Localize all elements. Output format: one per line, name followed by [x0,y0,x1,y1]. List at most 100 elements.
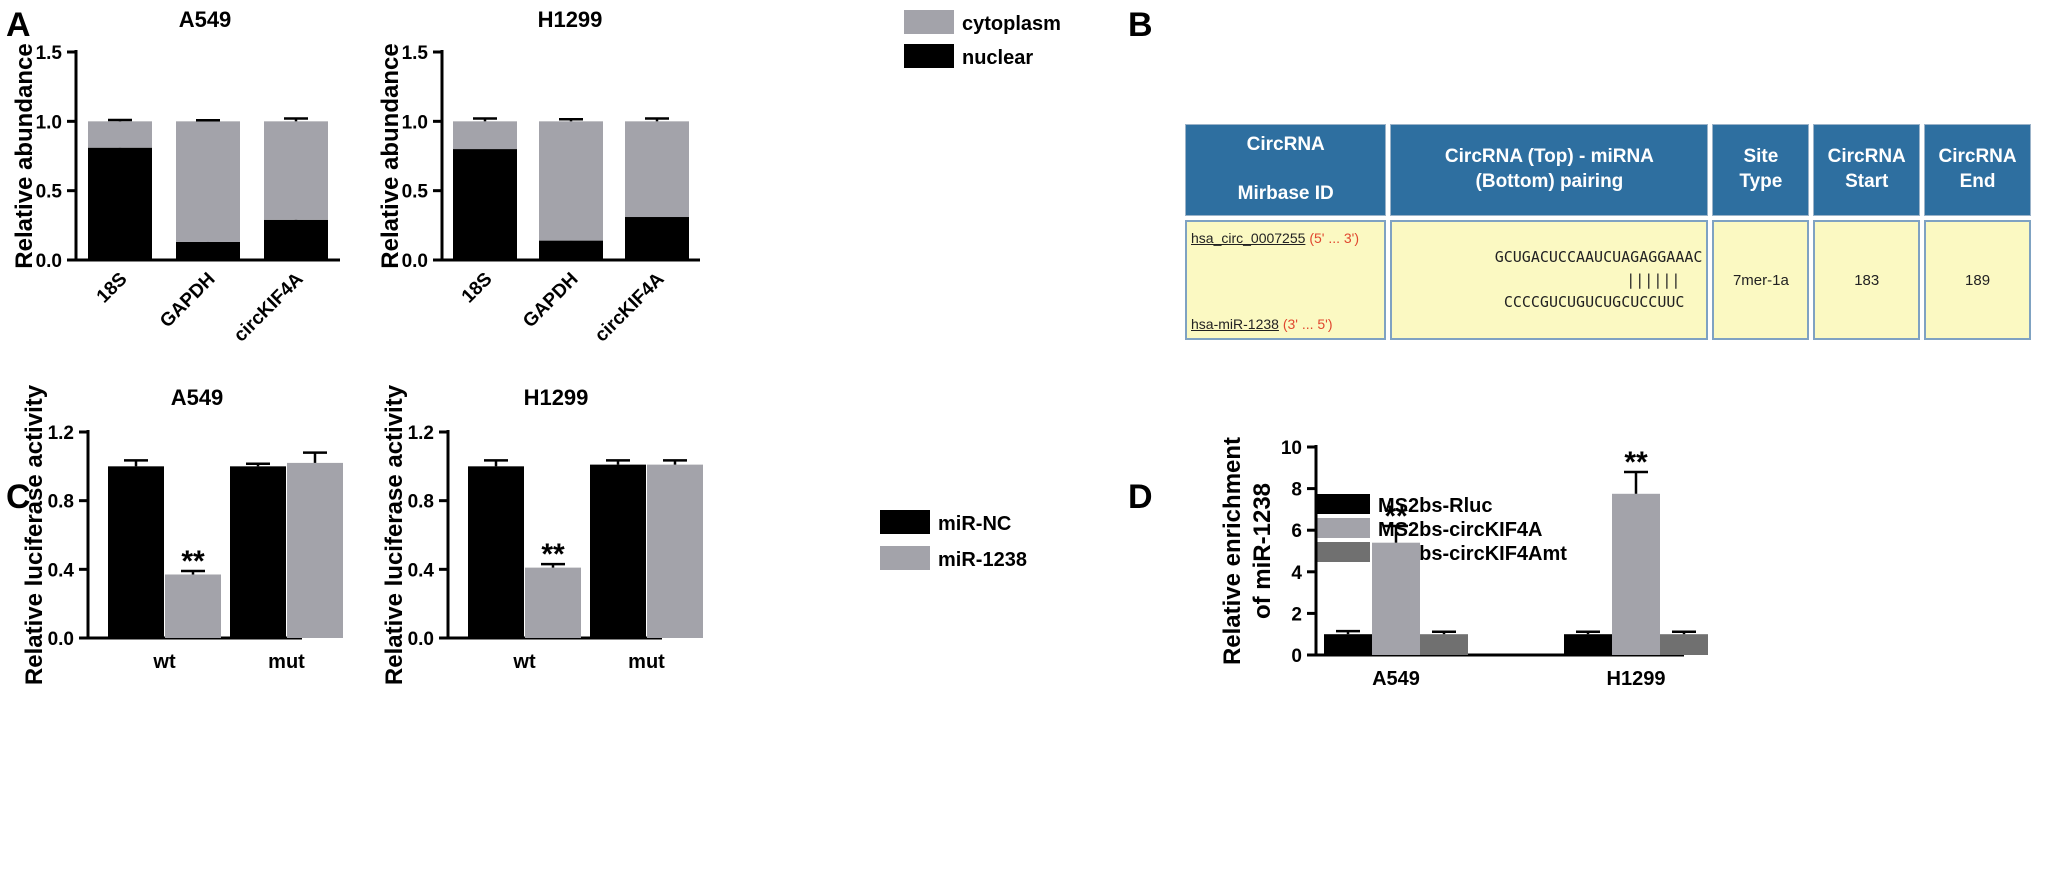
x-tick-label: GAPDH [519,269,582,332]
legend-label-ms2bs-circkif4a: MS2bs-circKIF4A [1378,519,1543,541]
pairing-marks: |||||| [1626,270,1681,289]
x-tick-label: circKIF4A [591,268,669,346]
chart-title: A549 [179,7,232,32]
bar [1660,634,1708,655]
bar-segment [453,149,517,260]
y-tick-label: 6 [1291,521,1302,542]
bar-segment [88,121,152,148]
panel-label-c: C [6,478,31,516]
y-tick-label: 0 [1291,646,1302,667]
x-tick-label: GAPDH [156,269,219,332]
chart-d-main: 0 2 4 6 8 10 Relative enrichment of miR-1238 ** A… [1219,437,1708,690]
legend-swatch-mir-nc [880,510,930,534]
y-tick-label: 10 [1281,438,1302,459]
bar-18s-cytoplasm [88,118,152,148]
bar [647,464,703,638]
bar [468,466,524,638]
bar-gapdh-nuclear [539,236,603,260]
significance-marker: ** [541,538,565,571]
bar [230,466,286,638]
legend-label-mir-1238: miR-1238 [938,549,1027,571]
bar-segment [625,121,689,218]
significance-marker: ** [1384,500,1408,533]
bar [1324,634,1372,655]
y-tick-label: 0.8 [48,492,74,513]
y-tick-label: 0.4 [48,560,75,581]
bar-wt-mir-1238: ** [525,538,581,638]
significance-marker: ** [1624,446,1648,479]
x-tick-label: H1299 [1607,668,1666,690]
bar [1420,634,1468,655]
mirna-binding-table-panel: CircRNA Mirbase ID CircRNA (Top) - miRNA… [1181,120,2035,340]
bar [165,574,221,638]
legend-panel-a: cytoplasm nuclear [904,10,1061,69]
header-end-line2: End [1959,171,1996,192]
bar [1612,493,1660,655]
bar-18s-nuclear [453,144,517,260]
x-tick-label: mut [628,651,665,673]
header-pairing-line1: CircRNA (Top) - miRNA [1444,146,1654,168]
bar-circkif4a-nuclear [625,212,689,260]
circ-name[interactable]: hsa_circ_0007255 [1191,230,1306,246]
legend-label-ms2bs-rluc: MS2bs-Rluc [1378,495,1492,517]
circ-id-line: hsa_circ_0007255 (5' ... 3') [1191,230,1359,246]
x-tick-label: mut [268,651,305,673]
legend-label-mir-nc: miR-NC [938,513,1011,535]
header-site-line2: Type [1739,171,1783,192]
bar-segment [453,121,517,150]
x-tick-label: 18S [458,269,497,308]
y-tick-label: 0.0 [408,629,434,650]
header-pairing-line2: (Bottom) pairing [1475,171,1624,192]
legend-swatch-mir-1238 [880,546,930,570]
x-tick-label: 18S [93,269,132,308]
table-header-row: CircRNA Mirbase ID CircRNA (Top) - miRNA… [1185,124,2031,216]
legend-swatch-ms2bs-rluc [1316,494,1370,514]
bar-segment [176,241,240,260]
y-tick-label: 1.5 [402,43,429,64]
y-tick-label: 0.4 [408,560,435,581]
legend-panel-c: miR-NC miR-1238 [880,510,1027,571]
mirna-binding-table: CircRNA Mirbase ID CircRNA (Top) - miRNA… [1181,120,2035,344]
cell-site-type: 7mer-1a [1712,220,1810,340]
bar-segment [539,121,603,241]
y-tick-label: 1.0 [36,112,62,133]
bar-18s-nuclear [88,143,152,260]
bar [1372,542,1420,655]
header-site-type: Site Type [1712,124,1810,216]
circ-direction: (5' ... 3') [1309,230,1360,246]
legend-label-ms2bs-circkif4amt: MS2bs-circKIF4Amt [1378,543,1567,565]
x-tick-label: wt [152,651,176,673]
cell-pairing: GCUGACUCCAAUCUAGAGGAAAC |||||| CCCCGUCUG… [1390,220,1709,340]
y-tick-label: 0.0 [48,629,74,650]
header-pairing: CircRNA (Top) - miRNA (Bottom) pairing [1390,124,1709,216]
y-axis-label: Relative abundance [11,43,38,268]
cell-mirbase-id: hsa_circ_0007255 (5' ... 3') hsa-miR-123… [1185,220,1387,340]
bar-18s-cytoplasm [453,117,517,150]
y-tick-label: 1.2 [408,423,434,444]
bar-wt-mir-1238: ** [165,545,221,638]
bar-gapdh-nuclear [176,238,240,260]
y-axis-label: Relative luciferase activity [381,384,408,685]
legend-panel-d: MS2bs-Rluc MS2bs-circKIF4A MS2bs-circKIF… [1316,494,1567,565]
y-tick-label: 2 [1291,604,1302,625]
y-axis-label: Relative luciferase activity [21,384,48,685]
y-tick-label: 1.0 [402,112,428,133]
bar-segment [539,240,603,260]
legend-swatch-cytoplasm [904,10,954,34]
bar-h1299-ms2bs-circkif4a: ** [1612,446,1660,655]
bar [287,462,343,638]
panel-label-b: B [1128,6,1153,44]
bar-mut-mir-1238 [287,451,343,638]
bar [1564,634,1612,655]
bar-h1299-ms2bs-rluc [1564,630,1612,655]
bar-segment [264,121,328,220]
mir-name[interactable]: hsa-miR-1238 [1191,316,1279,332]
bar-segment [625,217,689,260]
bar-circkif4a-cytoplasm [625,117,689,218]
mir-id-line: hsa-miR-1238 (3' ... 5') [1191,316,1333,332]
bar-segment [176,121,240,242]
